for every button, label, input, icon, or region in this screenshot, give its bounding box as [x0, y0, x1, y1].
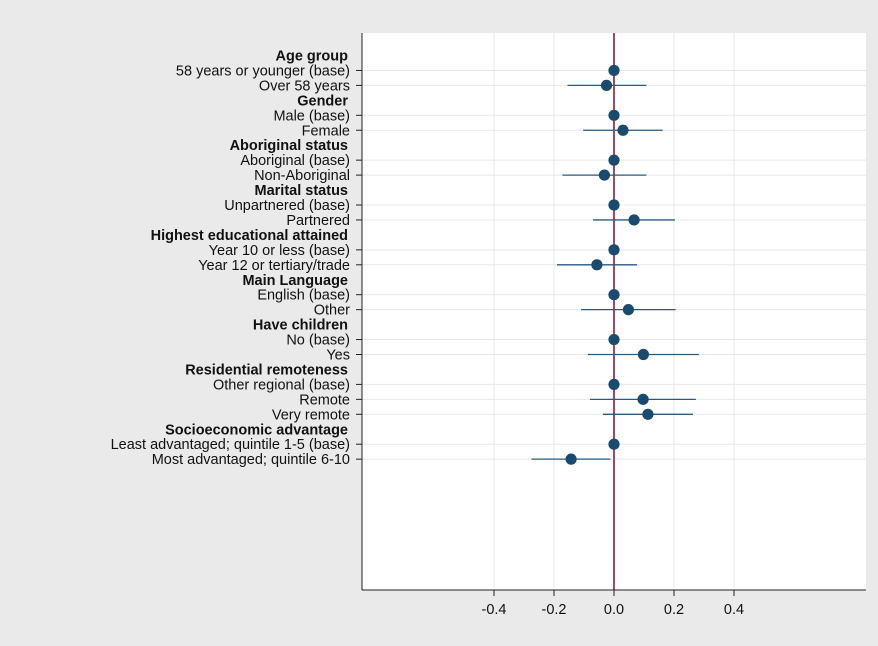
category-label: No (base) — [286, 333, 350, 349]
category-label: Non-Aboriginal — [254, 168, 350, 184]
category-label: Yes — [326, 348, 350, 364]
coefficient-point — [637, 348, 650, 361]
coefficient-point — [608, 378, 620, 390]
group-header-label: Main Language — [242, 273, 348, 289]
category-label: 58 years or younger (base) — [176, 63, 350, 79]
category-label: Most advantaged; quintile 6-10 — [152, 452, 350, 468]
coefficient-point — [608, 109, 620, 121]
group-header-label: Have children — [253, 318, 348, 334]
coefficient-point — [608, 64, 620, 77]
group-header-label: Aboriginal status — [230, 138, 348, 154]
coefficient-point — [598, 169, 611, 181]
category-label: Remote — [299, 392, 350, 408]
coefficient-point — [600, 79, 613, 91]
category-label: Least advantaged; quintile 1-5 (base) — [111, 437, 350, 453]
x-tick-label: 0.4 — [724, 602, 744, 618]
axis-layer: -0.4 -0.2 0.0 0.2 0.4 — [356, 33, 866, 618]
category-label: Other — [314, 303, 350, 319]
category-label: Unpartnered (base) — [224, 198, 350, 214]
category-label: Very remote — [272, 407, 350, 423]
category-label: Male (base) — [273, 108, 350, 124]
category-label: Partnered — [286, 213, 350, 229]
coefficient-point — [608, 244, 620, 256]
coefficient-point — [565, 453, 577, 465]
category-label: Other regional (base) — [213, 377, 350, 393]
group-header-label: Highest educational attained — [151, 228, 348, 244]
group-header-label: Socioeconomic advantage — [165, 422, 348, 438]
category-label: Year 12 or tertiary/trade — [198, 258, 350, 274]
coefficient-point — [628, 214, 640, 226]
x-tick-label: 0.0 — [604, 602, 624, 618]
category-label: Female — [302, 123, 350, 139]
coefficient-point — [642, 408, 654, 420]
point-layer — [565, 64, 654, 465]
coefficient-point — [622, 304, 635, 316]
coefficient-point — [608, 289, 620, 301]
coefficient-point — [608, 438, 620, 450]
category-label: Aboriginal (base) — [240, 153, 350, 169]
x-tick-label: 0.2 — [664, 602, 684, 618]
group-header-label: Gender — [297, 93, 348, 109]
group-header-label: Marital status — [255, 183, 348, 199]
category-label: Year 10 or less (base) — [209, 243, 350, 259]
coefficient-point — [617, 124, 629, 136]
x-tick-label: -0.2 — [542, 602, 567, 618]
coefficient-point — [608, 199, 620, 211]
category-label: English (base) — [257, 288, 350, 304]
group-header-label: Residential remoteness — [185, 362, 348, 378]
coefficient-point — [608, 154, 620, 166]
x-tick-label: -0.4 — [482, 602, 507, 618]
coefficient-point — [591, 259, 603, 271]
coefficient-point — [608, 333, 620, 346]
coefficient-point — [637, 393, 649, 405]
category-label: Over 58 years — [259, 78, 350, 94]
group-header-label: Age group — [276, 49, 349, 65]
